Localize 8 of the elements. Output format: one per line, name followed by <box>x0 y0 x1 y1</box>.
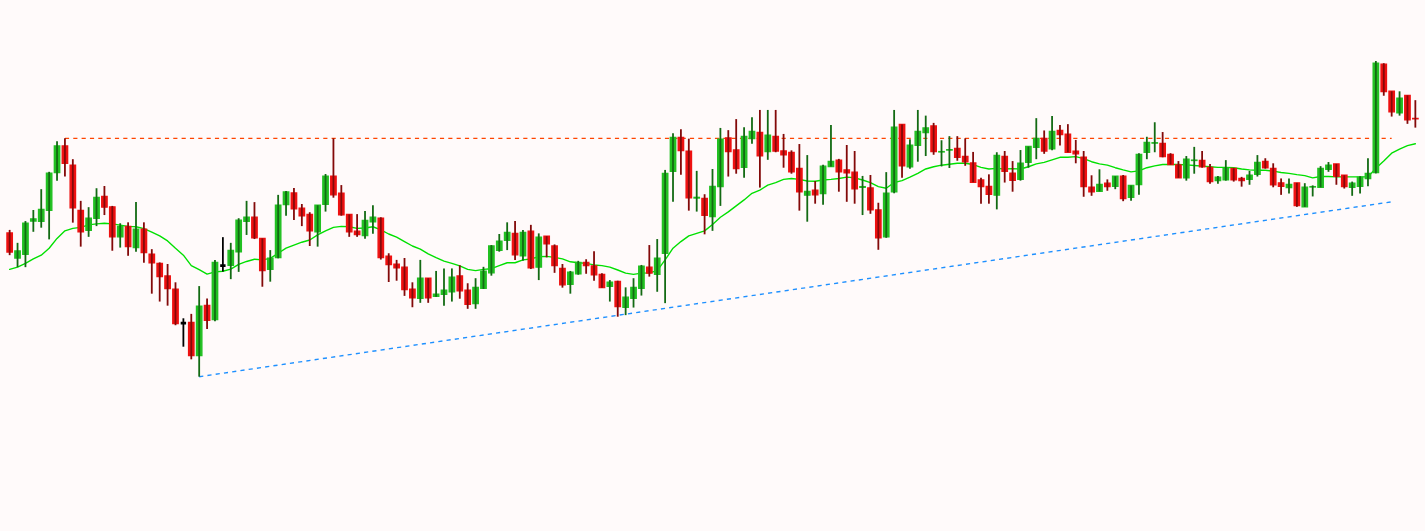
candlestick <box>811 180 819 205</box>
candlestick <box>559 263 566 289</box>
candlestick <box>1096 168 1103 193</box>
candlestick <box>1009 160 1016 193</box>
candlestick <box>859 175 866 216</box>
candlestick <box>938 139 945 168</box>
candlestick <box>551 243 558 274</box>
candlestick <box>946 135 953 169</box>
